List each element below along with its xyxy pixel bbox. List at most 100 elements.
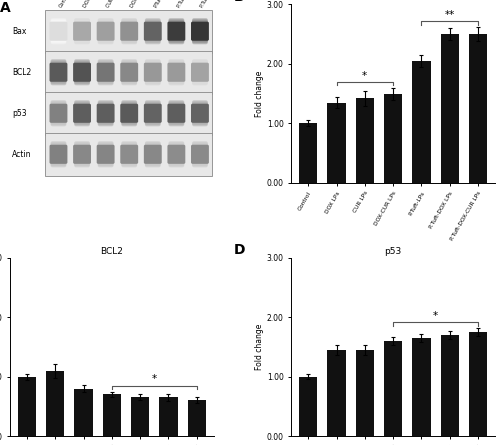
Text: p53: p53 [12, 109, 26, 118]
FancyBboxPatch shape [145, 61, 160, 83]
FancyBboxPatch shape [168, 20, 184, 42]
Bar [356, 350, 374, 436]
FancyBboxPatch shape [168, 19, 184, 43]
Text: P.Tuft-LPs: P.Tuft-LPs [153, 0, 168, 8]
FancyBboxPatch shape [74, 143, 90, 166]
FancyBboxPatch shape [145, 142, 160, 166]
FancyBboxPatch shape [50, 19, 66, 43]
FancyBboxPatch shape [73, 104, 91, 123]
FancyBboxPatch shape [145, 20, 160, 42]
FancyBboxPatch shape [122, 141, 137, 167]
FancyBboxPatch shape [74, 102, 90, 125]
FancyBboxPatch shape [168, 104, 186, 123]
FancyBboxPatch shape [144, 104, 162, 123]
Bar [46, 371, 64, 436]
Text: Control: Control [58, 0, 71, 8]
FancyBboxPatch shape [145, 19, 160, 43]
FancyBboxPatch shape [168, 101, 184, 125]
FancyBboxPatch shape [73, 63, 91, 82]
FancyBboxPatch shape [191, 145, 209, 164]
FancyBboxPatch shape [192, 60, 208, 85]
FancyBboxPatch shape [192, 59, 208, 85]
FancyBboxPatch shape [145, 143, 160, 166]
FancyBboxPatch shape [50, 141, 66, 167]
FancyBboxPatch shape [122, 18, 137, 44]
FancyBboxPatch shape [192, 61, 208, 83]
FancyBboxPatch shape [50, 63, 68, 82]
FancyBboxPatch shape [168, 18, 184, 44]
Bar [356, 98, 374, 183]
Title: p53: p53 [384, 247, 402, 255]
FancyBboxPatch shape [145, 141, 160, 167]
FancyBboxPatch shape [120, 104, 138, 123]
Bar [160, 397, 178, 436]
Bar [18, 376, 36, 436]
FancyBboxPatch shape [122, 20, 137, 42]
Text: D: D [234, 243, 245, 258]
FancyBboxPatch shape [96, 145, 114, 164]
FancyBboxPatch shape [192, 143, 208, 166]
FancyBboxPatch shape [74, 59, 90, 85]
FancyBboxPatch shape [145, 60, 160, 85]
FancyBboxPatch shape [191, 63, 209, 82]
FancyBboxPatch shape [44, 133, 211, 176]
FancyBboxPatch shape [74, 61, 90, 83]
FancyBboxPatch shape [98, 100, 114, 126]
FancyBboxPatch shape [122, 101, 137, 125]
Bar [328, 102, 345, 183]
FancyBboxPatch shape [74, 20, 90, 42]
FancyBboxPatch shape [145, 102, 160, 125]
FancyBboxPatch shape [192, 102, 208, 125]
FancyBboxPatch shape [98, 102, 114, 125]
FancyBboxPatch shape [98, 143, 114, 166]
FancyBboxPatch shape [122, 142, 137, 166]
FancyBboxPatch shape [98, 20, 114, 42]
FancyBboxPatch shape [122, 100, 137, 126]
Text: Actin: Actin [12, 150, 32, 159]
FancyBboxPatch shape [122, 59, 137, 85]
FancyBboxPatch shape [122, 19, 137, 43]
FancyBboxPatch shape [145, 18, 160, 44]
Text: *: * [152, 374, 157, 384]
FancyBboxPatch shape [192, 141, 208, 167]
Bar [469, 332, 487, 436]
FancyBboxPatch shape [74, 141, 90, 167]
FancyBboxPatch shape [192, 142, 208, 166]
FancyBboxPatch shape [122, 60, 137, 85]
FancyBboxPatch shape [122, 143, 137, 166]
FancyBboxPatch shape [73, 145, 91, 164]
FancyBboxPatch shape [98, 141, 114, 167]
FancyBboxPatch shape [44, 92, 211, 135]
FancyBboxPatch shape [144, 145, 162, 164]
Text: P.Tuft-DOX-CUR LPs: P.Tuft-DOX-CUR LPs [200, 0, 228, 8]
FancyBboxPatch shape [98, 60, 114, 85]
FancyBboxPatch shape [50, 20, 66, 42]
FancyBboxPatch shape [50, 102, 66, 125]
FancyBboxPatch shape [50, 18, 66, 44]
FancyBboxPatch shape [122, 102, 137, 125]
Bar [131, 397, 150, 436]
FancyBboxPatch shape [144, 22, 162, 41]
FancyBboxPatch shape [168, 142, 184, 166]
FancyBboxPatch shape [168, 63, 186, 82]
Text: **: ** [444, 10, 455, 20]
Title: Bax: Bax [384, 0, 402, 2]
FancyBboxPatch shape [191, 104, 209, 123]
FancyBboxPatch shape [74, 101, 90, 125]
Bar [328, 350, 345, 436]
FancyBboxPatch shape [50, 145, 68, 164]
FancyBboxPatch shape [44, 10, 211, 53]
Text: *: * [362, 71, 368, 81]
FancyBboxPatch shape [73, 22, 91, 41]
Bar [384, 341, 402, 436]
Bar [440, 34, 459, 183]
FancyBboxPatch shape [50, 143, 66, 166]
FancyBboxPatch shape [145, 100, 160, 126]
FancyBboxPatch shape [74, 60, 90, 85]
Text: DOX LPs: DOX LPs [82, 0, 96, 8]
FancyBboxPatch shape [145, 101, 160, 125]
FancyBboxPatch shape [44, 51, 211, 93]
FancyBboxPatch shape [192, 20, 208, 42]
FancyBboxPatch shape [191, 22, 209, 41]
Text: CUR LPs: CUR LPs [106, 0, 120, 8]
